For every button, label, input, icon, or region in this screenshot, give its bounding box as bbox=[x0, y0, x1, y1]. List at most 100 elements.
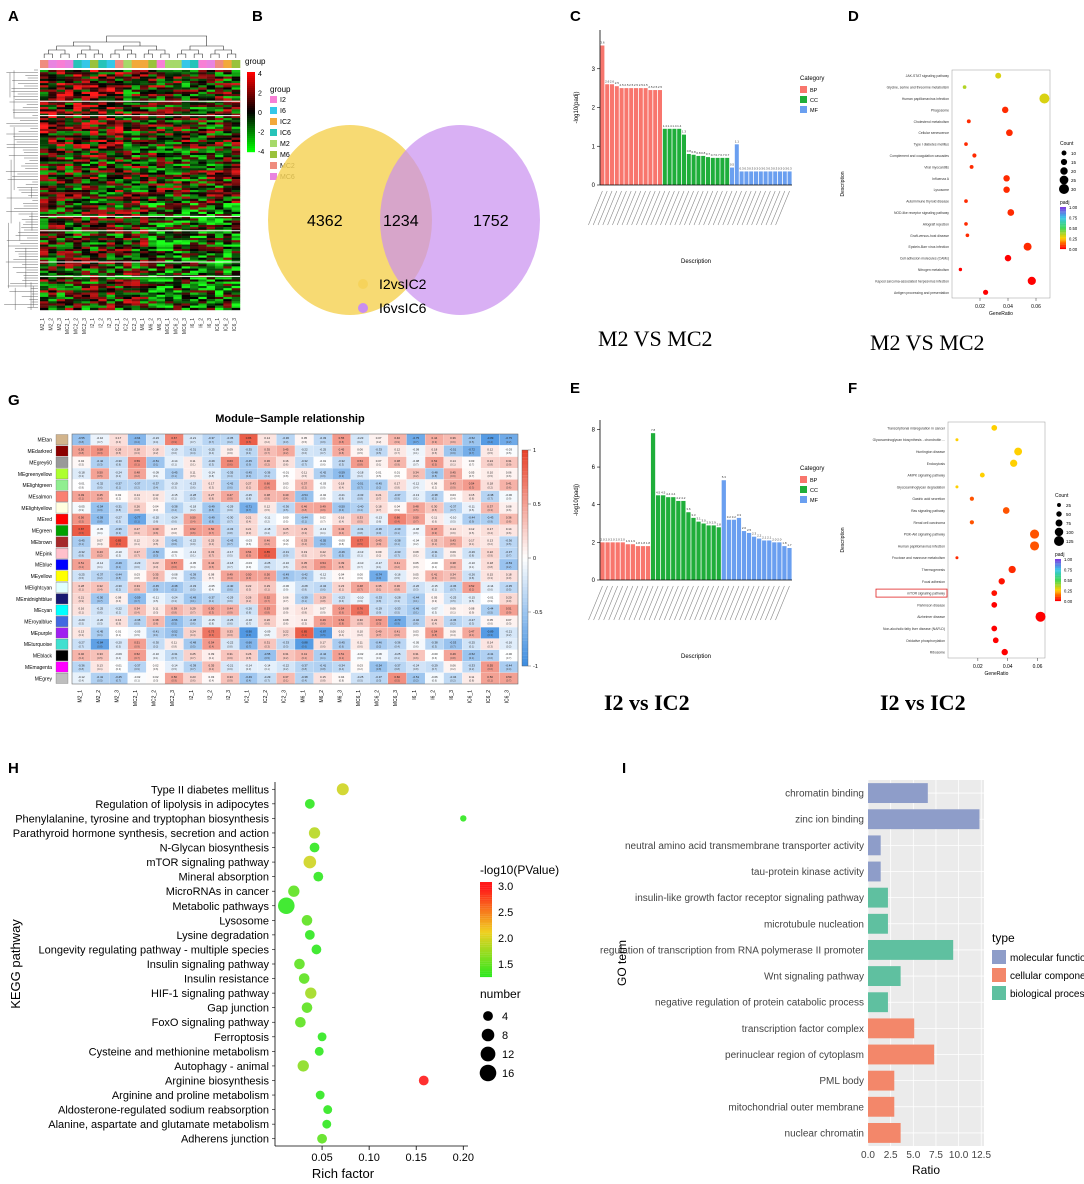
heatmap-cell bbox=[190, 194, 199, 197]
heatmap-cell bbox=[56, 268, 66, 271]
bar bbox=[662, 128, 667, 185]
heatmap-cell bbox=[190, 98, 199, 101]
bar bbox=[757, 538, 762, 580]
term-label-line bbox=[770, 585, 785, 621]
heatmap-cell bbox=[98, 283, 107, 287]
heatmap-cell bbox=[73, 72, 82, 75]
heatmap-cell bbox=[73, 102, 82, 106]
cell-pvalue: (0.5) bbox=[153, 542, 158, 546]
heatmap-cell bbox=[140, 205, 149, 208]
cell-pvalue: (0.6) bbox=[227, 622, 232, 626]
cell-correlation: -0.36 bbox=[450, 584, 457, 588]
cell-pvalue: (0.9) bbox=[283, 610, 288, 614]
heatmap-cell bbox=[40, 238, 49, 241]
cell-correlation: 0.14 bbox=[450, 459, 456, 463]
cell-pvalue: (0.9) bbox=[357, 622, 362, 626]
heatmap-cell bbox=[173, 301, 182, 304]
heatmap-cell bbox=[131, 288, 141, 291]
heatmap-cell bbox=[173, 299, 182, 302]
heatmap-cell bbox=[90, 231, 99, 234]
heatmap-cell bbox=[90, 104, 99, 108]
heatmap-cell bbox=[215, 214, 224, 217]
cell-pvalue: (0.1) bbox=[172, 497, 177, 501]
heatmap-cell bbox=[223, 118, 232, 121]
heatmap-cell bbox=[48, 161, 57, 165]
heatmap-cell bbox=[231, 144, 241, 147]
heatmap-cell bbox=[215, 281, 224, 285]
heatmap-cell bbox=[106, 174, 116, 178]
heatmap-cell bbox=[223, 299, 232, 302]
heatmap-cell bbox=[215, 288, 224, 291]
cell-correlation: 0.50 bbox=[209, 607, 215, 611]
cell-pvalue: (0.5) bbox=[506, 542, 511, 546]
heatmap-cell bbox=[173, 70, 182, 73]
cell-correlation: 0.73 bbox=[209, 629, 215, 633]
cell-correlation: -0.29 bbox=[227, 595, 234, 599]
cell-correlation: -0.27 bbox=[115, 516, 122, 520]
size-legend-label: 25 bbox=[1071, 178, 1077, 183]
heatmap-cell bbox=[48, 296, 57, 300]
heatmap-cell bbox=[131, 214, 141, 217]
heatmap-cell bbox=[98, 70, 107, 73]
heatmap-cell bbox=[90, 240, 99, 243]
heatmap-cell bbox=[106, 227, 116, 230]
heatmap-cell bbox=[73, 246, 82, 250]
heatmap-cell bbox=[123, 251, 132, 254]
heatmap-cell bbox=[48, 233, 57, 237]
heatmap-cell bbox=[56, 179, 66, 182]
panel-label-a: A bbox=[8, 8, 19, 25]
heatmap-cell bbox=[65, 277, 74, 280]
heatmap-cell bbox=[223, 227, 232, 230]
heatmap-cell bbox=[190, 137, 199, 141]
heatmap-cell bbox=[165, 72, 174, 75]
heatmap-cell bbox=[206, 231, 216, 234]
heatmap-cell bbox=[123, 283, 132, 287]
heatmap-cell bbox=[223, 102, 232, 106]
cell-correlation: -0.48 bbox=[431, 470, 438, 474]
cell-correlation: 0.25 bbox=[209, 538, 215, 542]
bar bbox=[754, 171, 758, 185]
term-label-line bbox=[669, 190, 685, 226]
heatmap-cell bbox=[148, 100, 157, 103]
cell-correlation: -0.10 bbox=[468, 561, 475, 565]
heatmap-cell bbox=[48, 170, 57, 173]
cell-pvalue: (0.2) bbox=[357, 474, 362, 478]
heatmap-cell bbox=[215, 111, 224, 114]
heatmap-cell bbox=[231, 292, 241, 295]
heatmap-cell bbox=[198, 244, 207, 247]
heatmap-cell bbox=[231, 203, 241, 206]
x-tick-label: 0.02 bbox=[975, 304, 985, 310]
cell-correlation: 0.09 bbox=[227, 448, 233, 452]
heatmap-cell bbox=[65, 292, 74, 295]
term-label-line bbox=[712, 190, 728, 226]
heatmap-cell bbox=[190, 72, 199, 75]
bar-value-label: 0.8 bbox=[687, 149, 692, 153]
heatmap-cell bbox=[123, 294, 132, 298]
heatmap-cell bbox=[123, 172, 132, 175]
scale-gradient-step bbox=[522, 619, 528, 623]
heatmap-cell bbox=[206, 259, 216, 263]
module-label: MEgrey60 bbox=[29, 460, 52, 466]
heatmap-cell bbox=[231, 303, 241, 306]
cell-correlation: 0.12 bbox=[487, 448, 493, 452]
cell-correlation: 0.51 bbox=[506, 607, 512, 611]
heatmap-cell bbox=[206, 80, 216, 84]
heatmap-cell bbox=[231, 248, 241, 252]
cell-correlation: -0.31 bbox=[115, 504, 122, 508]
heatmap-cell bbox=[40, 262, 49, 265]
cell-pvalue: (0.9) bbox=[134, 588, 139, 592]
heatmap-cell bbox=[198, 181, 207, 184]
heatmap-cell bbox=[40, 227, 49, 230]
heatmap-cell bbox=[198, 161, 207, 165]
cell-pvalue: (0.8) bbox=[209, 508, 214, 512]
heatmap-cell bbox=[56, 126, 66, 130]
cell-pvalue: (0.3) bbox=[339, 463, 344, 467]
cell-pvalue: (0.7) bbox=[190, 656, 195, 660]
cell-pvalue: (0.8) bbox=[339, 622, 344, 626]
cell-pvalue: (0.5) bbox=[97, 656, 102, 660]
heatmap-cell bbox=[156, 126, 166, 130]
cell-pvalue: (0.9) bbox=[376, 576, 381, 580]
cell-pvalue: (0.6) bbox=[487, 622, 492, 626]
cell-pvalue: (0.5) bbox=[246, 588, 251, 592]
heatmap-cell bbox=[173, 124, 182, 127]
